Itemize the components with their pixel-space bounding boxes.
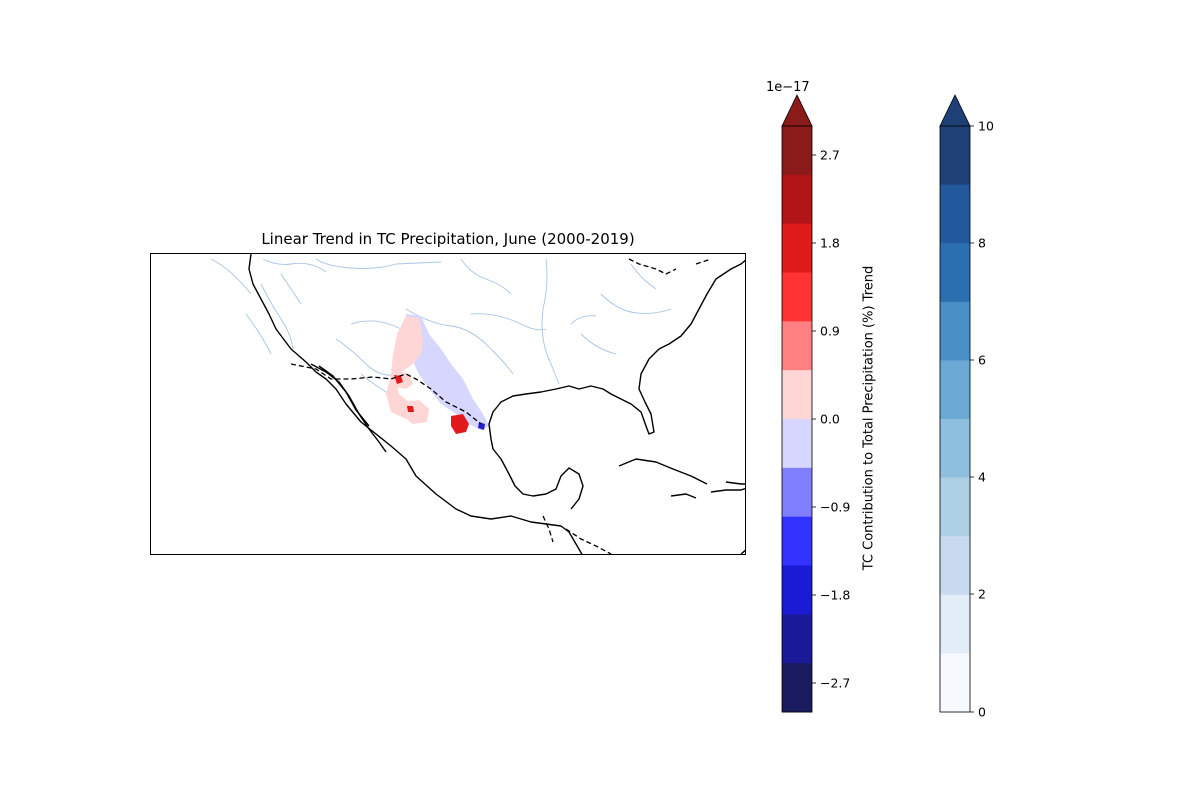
count-colorbar-tick-label: 8: [978, 236, 986, 251]
trend-colorbar-tick-label: 0.9: [820, 324, 840, 339]
trend-colorbar: 2.7 1.8 0.9 0.0 −0.9 −1.8 −2.7: [781, 94, 850, 713]
trend-colorbar-color-band: [782, 419, 812, 469]
trend-colorbar-color-band: [782, 174, 812, 225]
rivers: [210, 258, 672, 395]
trend-colorbar-color-band: [782, 223, 812, 273]
count-colorbar-color-band: [940, 301, 970, 361]
count-colorbar-tick-label: 4: [978, 470, 986, 485]
count-colorbar-color-band: [940, 419, 970, 479]
trend-region-positive-light: [386, 316, 423, 419]
trend-region-positive-south: [403, 400, 429, 424]
count-colorbar-color-band: [940, 653, 970, 713]
trend-colorbar-tick-label: −1.8: [820, 588, 850, 603]
trend-colorbar-tick-label: −2.7: [820, 676, 850, 691]
count-colorbar-tick-label: 2: [978, 587, 986, 602]
trend-colorbar-extend-arrow: [781, 94, 813, 127]
trend-region-strong-positive-south: [407, 406, 414, 412]
trend-colorbar-tick-label: 1.8: [820, 236, 840, 251]
count-colorbar-extend-arrow: [939, 94, 971, 127]
trend-colorbar-tick-label: 0.0: [820, 412, 840, 427]
count-colorbar-color-band: [940, 536, 970, 596]
count-colorbar-outline: [939, 125, 971, 713]
trend-region-strong-positive-west: [394, 375, 403, 384]
trend-colorbar-color-band: [782, 126, 812, 176]
trend-colorbar-tick-label: 2.7: [820, 148, 840, 163]
trend-colorbar-color-band: [782, 370, 812, 420]
count-colorbar-color-band: [940, 594, 970, 654]
trend-colorbar-color-band: [782, 663, 812, 713]
map-canvas: [210, 254, 745, 554]
count-colorbar-color-band: [940, 184, 970, 244]
count-colorbar-color-band: [940, 477, 970, 537]
trend-region-strong-negative: [478, 422, 485, 430]
trend-colorbar-tick-label: −0.9: [820, 500, 850, 515]
trend-colorbar-color-band: [782, 272, 812, 322]
count-colorbar-tick-label: 6: [978, 353, 986, 368]
trend-colorbar-exponent: 1e−17: [766, 80, 810, 95]
precipitation-trend-field: [386, 314, 489, 434]
map-panel: [150, 253, 746, 555]
count-colorbar-color-band: [940, 243, 970, 303]
trend-colorbar-label: TC Contribution to Total Precipitation (…: [861, 265, 877, 571]
trend-region-strong-positive: [451, 414, 469, 434]
country-borders: [290, 258, 712, 554]
count-colorbar-color-band: [940, 126, 970, 186]
trend-region-negative-light: [403, 314, 489, 430]
count-colorbar-tick-label: 10: [978, 119, 994, 134]
trend-colorbar-color-band: [782, 516, 812, 566]
trend-colorbar-color-band: [782, 321, 812, 371]
trend-colorbar-color-band: [782, 467, 812, 518]
count-colorbar-color-band: [940, 360, 970, 420]
count-colorbar: 10 8 6 4 2 0: [939, 94, 994, 720]
count-colorbar-tick-label: 0: [978, 705, 986, 720]
trend-colorbar-color-band: [782, 565, 812, 615]
trend-colorbar-color-band: [782, 614, 812, 664]
coastlines: [248, 254, 745, 554]
map-title: Linear Trend in TC Precipitation, June (…: [261, 230, 635, 248]
